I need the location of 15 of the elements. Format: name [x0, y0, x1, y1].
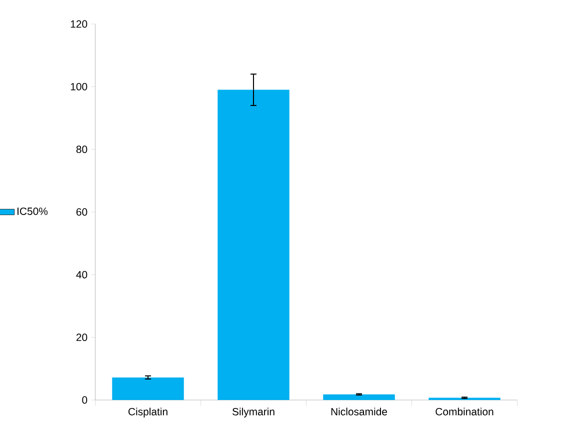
y-tick-label: 120	[70, 20, 88, 28]
bar	[323, 394, 395, 400]
x-tick-label: Combination	[436, 408, 494, 416]
bar	[218, 90, 290, 400]
bar	[112, 377, 184, 400]
y-tick-label: 60	[76, 208, 88, 216]
y-tick-label: 20	[76, 334, 88, 342]
y-tick-label: 100	[70, 82, 88, 90]
y-tick-label: 80	[76, 146, 88, 154]
x-tick-label: Cisplatin	[128, 408, 168, 418]
y-tick-label: 40	[76, 270, 88, 278]
x-tick-label: Niclosamide	[331, 408, 388, 416]
legend-label: IC50%	[18, 208, 48, 215]
y-tick-label: 0	[82, 396, 88, 404]
x-tick-label: Silymarin	[232, 408, 274, 418]
